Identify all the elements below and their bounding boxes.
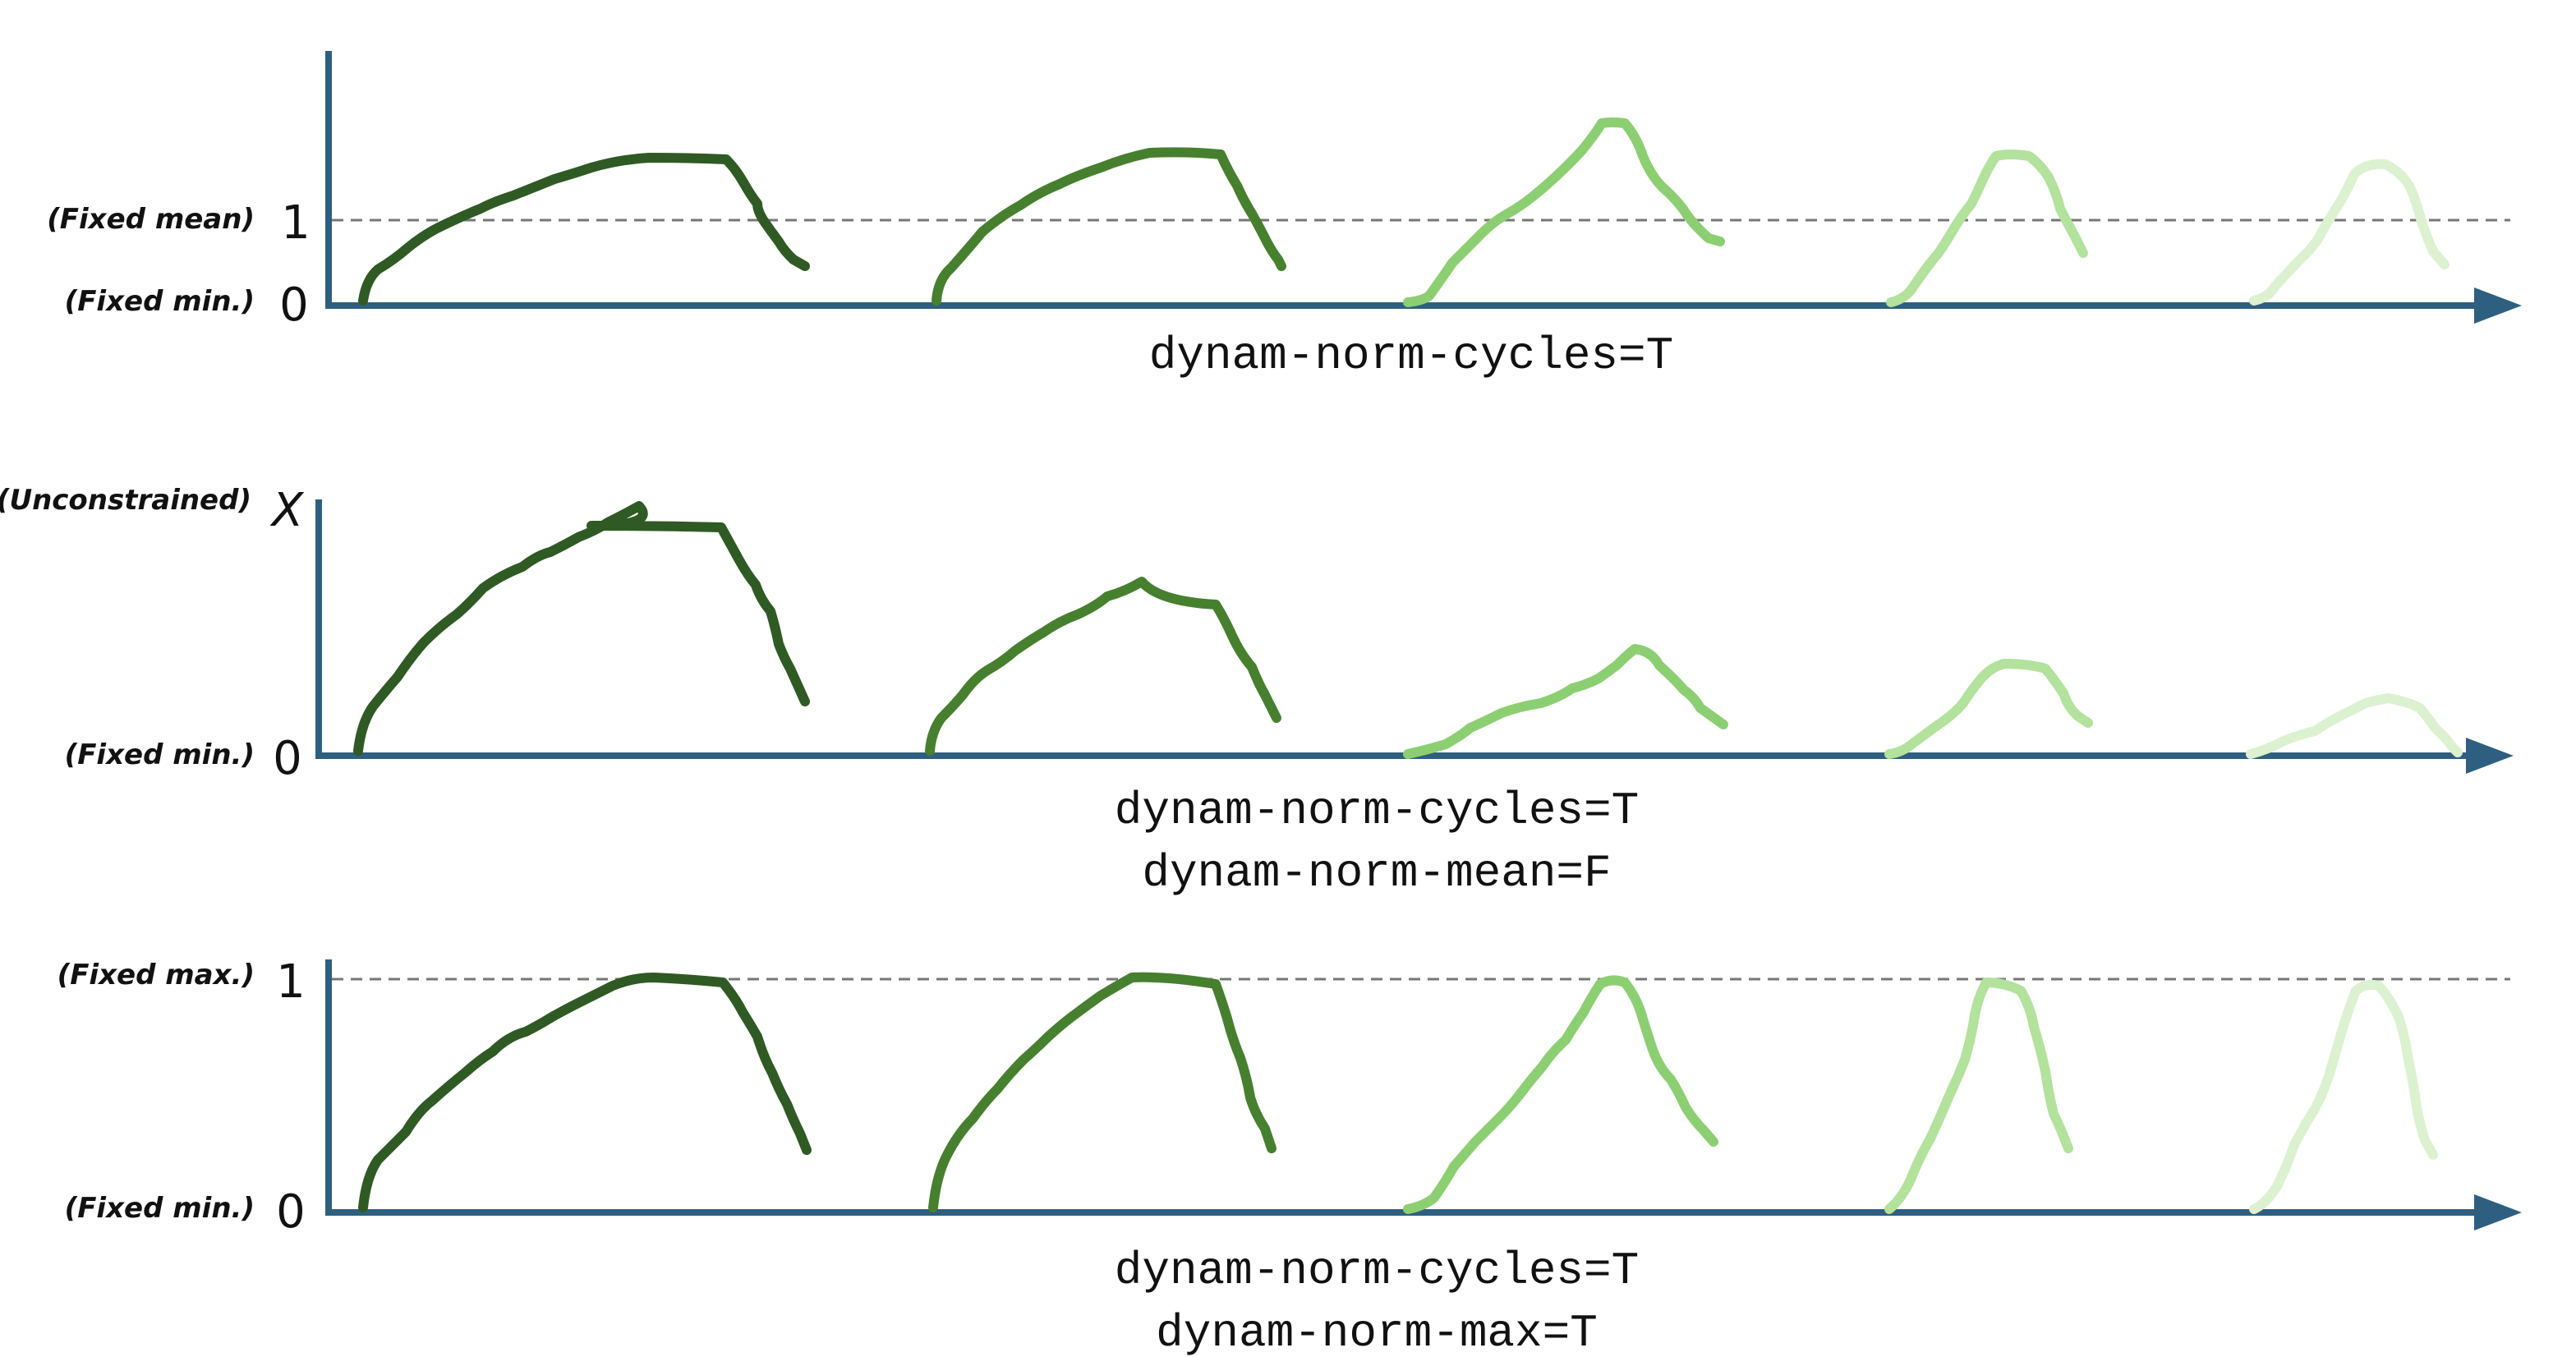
cycle-3: [1403, 975, 1718, 1214]
panel-norm-cycles: (Fixed mean) 1 (Fixed min.) 0 dynam-norm…: [47, 51, 2522, 382]
cycle-4: [1884, 659, 2093, 759]
y-tick-bottom: 0: [276, 1185, 306, 1239]
y-tick-top: 1: [276, 955, 306, 1009]
cycle-4: [1886, 150, 2088, 307]
caption-line-2: dynam-norm-mean=F: [1142, 847, 1611, 899]
y-note-top: (Unconstrained): [0, 484, 251, 517]
y-note-bottom: (Fixed min.): [65, 285, 255, 318]
cycle-5: [2246, 693, 2463, 759]
cycle-3: [1403, 644, 1728, 759]
caption-line-1: dynam-norm-cycles=T: [1115, 1244, 1640, 1297]
cycle-4: [1884, 978, 2073, 1214]
cycle-2: [925, 577, 1281, 756]
cycle-2: [932, 147, 1286, 306]
y-note-top: (Fixed max.): [58, 959, 255, 991]
y-tick-bottom: 0: [279, 278, 309, 332]
caption-line-1: dynam-norm-cycles=T: [1149, 329, 1674, 382]
y-tick-top: X: [269, 484, 305, 537]
caption-line-2: dynam-norm-max=T: [1156, 1307, 1598, 1357]
y-note-bottom: (Fixed min.): [65, 738, 255, 771]
cycle-1: [358, 973, 812, 1212]
cycle-1: [353, 501, 810, 756]
cycle-1: [358, 153, 810, 306]
panel-norm-mean-f: (Unconstrained) X (Fixed min.) 0 dynam-n…: [0, 484, 2514, 899]
panel-norm-max-t: (Fixed max.) 1 (Fixed min.) 0 dynam-norm…: [58, 955, 2522, 1357]
x-axis-arrowhead: [2466, 738, 2514, 774]
cycle-5: [2249, 979, 2438, 1214]
y-tick-top: 1: [281, 196, 310, 250]
x-axis-arrowhead: [2474, 288, 2522, 324]
x-axis-arrowhead: [2474, 1194, 2522, 1230]
cycle-3: [1403, 117, 1725, 307]
cycle-2: [928, 972, 1276, 1212]
y-note-bottom: (Fixed min.): [65, 1192, 255, 1225]
y-tick-bottom: 0: [273, 732, 302, 785]
caption-line-1: dynam-norm-cycles=T: [1115, 784, 1640, 837]
y-note-top: (Fixed mean): [47, 203, 255, 236]
cycle-5: [2249, 159, 2450, 306]
